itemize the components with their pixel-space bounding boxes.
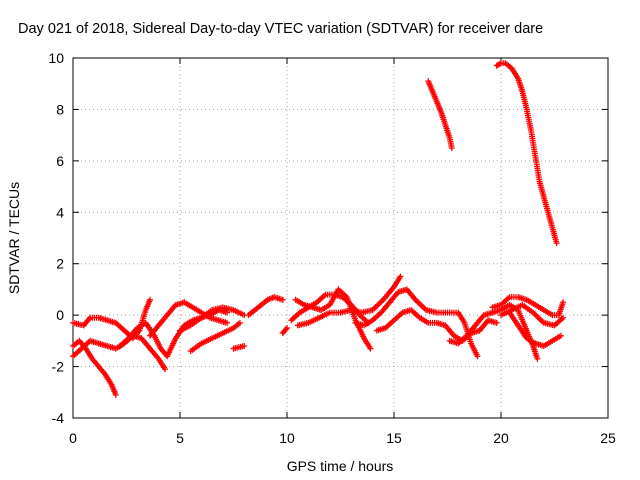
x-tick-label: 15 bbox=[386, 430, 402, 446]
data-point bbox=[553, 240, 560, 247]
series-track-j bbox=[279, 325, 290, 337]
data-point bbox=[236, 319, 243, 326]
grid bbox=[73, 58, 608, 418]
x-tick-label: 10 bbox=[279, 430, 295, 446]
data-point bbox=[282, 326, 289, 333]
y-tick-label: 4 bbox=[56, 204, 64, 220]
data-point bbox=[557, 332, 564, 339]
series-track-i bbox=[245, 294, 286, 319]
y-tick-label: 0 bbox=[56, 307, 64, 323]
data-point bbox=[560, 299, 567, 306]
series-track-e bbox=[147, 299, 231, 339]
series-track-r bbox=[506, 309, 564, 349]
series-track-o bbox=[373, 307, 500, 344]
data-point bbox=[448, 145, 455, 151]
data-point bbox=[284, 325, 290, 331]
data-point bbox=[397, 273, 404, 280]
data-point bbox=[493, 319, 500, 326]
series-track-f bbox=[177, 304, 248, 334]
series-track-m bbox=[294, 273, 404, 329]
x-tick-label: 25 bbox=[600, 430, 616, 446]
y-tick-label: 10 bbox=[48, 50, 64, 66]
series-track-h bbox=[230, 343, 248, 352]
data-points bbox=[70, 60, 567, 398]
chart-title: Day 021 of 2018, Sidereal Day-to-day VTE… bbox=[18, 21, 543, 37]
x-axis-label: GPS time / hours bbox=[287, 458, 394, 474]
series-track-u bbox=[493, 60, 560, 247]
series-track-t bbox=[425, 78, 455, 151]
data-point bbox=[112, 391, 119, 398]
x-tick-label: 20 bbox=[493, 430, 509, 446]
plot-frame bbox=[72, 57, 609, 419]
y-tick-label: 8 bbox=[56, 101, 64, 117]
data-point bbox=[224, 309, 231, 316]
series-track-l bbox=[292, 286, 374, 352]
data-point bbox=[560, 314, 567, 321]
data-point bbox=[279, 296, 286, 303]
y-tick-label: -4 bbox=[52, 410, 65, 426]
data-point bbox=[147, 296, 154, 303]
y-tick-label: 2 bbox=[56, 256, 64, 272]
series-track-b bbox=[70, 296, 154, 342]
data-point bbox=[474, 353, 481, 360]
series-track-s bbox=[498, 301, 567, 329]
data-point bbox=[534, 355, 541, 362]
series-track-p bbox=[446, 301, 541, 362]
plot-border bbox=[72, 57, 609, 419]
data-point bbox=[224, 319, 231, 326]
data-point bbox=[241, 343, 248, 349]
y-axis-label: SDTVAR / TECUs bbox=[6, 182, 22, 294]
series-track-q bbox=[489, 294, 567, 319]
series-track-g bbox=[187, 319, 243, 355]
y-tick-label: 6 bbox=[56, 153, 64, 169]
x-tick-label: 0 bbox=[69, 430, 77, 446]
axis-ticks: 0 5 10 15 20 25 -4 -2 0 2 4 6 8 10 bbox=[48, 50, 616, 446]
data-point bbox=[162, 366, 169, 373]
x-tick-label: 5 bbox=[176, 430, 184, 446]
y-tick-label: -2 bbox=[52, 359, 65, 375]
data-point bbox=[367, 345, 374, 352]
